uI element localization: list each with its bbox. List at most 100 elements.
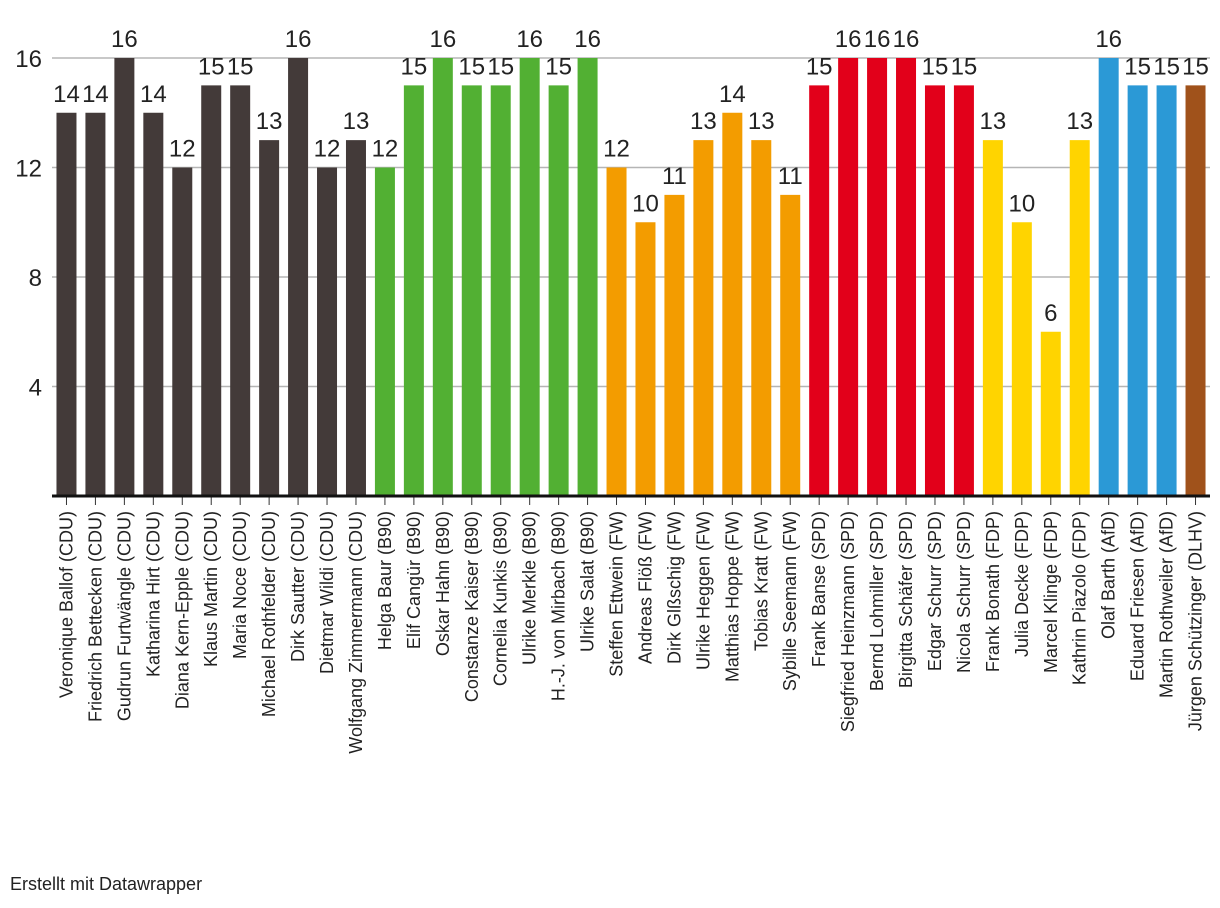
value-label: 16 [516, 26, 543, 53]
bar [85, 112, 106, 496]
value-label: 12 [314, 136, 341, 163]
category-label: Kathrin Piazolo (FDP) [1070, 511, 1090, 685]
bar [664, 194, 685, 496]
value-label: 15 [1182, 53, 1209, 80]
bar [172, 167, 193, 496]
value-label: 15 [401, 53, 428, 80]
category-label: Klaus Martin (CDU) [201, 511, 221, 667]
category-label: Andreas Flöß (FW) [635, 511, 655, 664]
bar [345, 140, 366, 496]
bar [635, 222, 656, 496]
value-label: 16 [1095, 26, 1122, 53]
category-label: Frank Bonath (FDP) [983, 511, 1003, 672]
value-label: 12 [603, 136, 630, 163]
bar [838, 58, 859, 496]
value-label: 11 [662, 163, 687, 190]
bar [1011, 222, 1032, 496]
bar [1127, 85, 1148, 496]
category-label: Elif Cangür (B90) [404, 511, 424, 649]
value-label: 16 [429, 26, 456, 53]
value-label: 13 [748, 108, 775, 135]
category-label: Steffen Ettwein (FW) [607, 511, 627, 677]
category-label: Dirk Sautter (CDU) [288, 511, 308, 662]
bar [374, 167, 395, 496]
category-label: Veronique Ballof (CDU) [56, 511, 76, 698]
category-label: Ulrike Merkle (B90) [520, 511, 540, 665]
category-label: Sybille Seemann (FW) [780, 511, 800, 691]
bar [953, 85, 974, 496]
value-label: 15 [1153, 53, 1180, 80]
y-tick-label: 12 [15, 156, 42, 183]
bar [867, 58, 888, 496]
bar [780, 194, 801, 496]
category-label: Nicola Schurr (SPD) [954, 511, 974, 673]
bar [693, 140, 714, 496]
value-label: 15 [806, 53, 833, 80]
category-label: Ulrike Heggen (FW) [693, 511, 713, 670]
bar [1040, 331, 1061, 496]
category-label: Edgar Schurr (SPD) [925, 511, 945, 671]
category-label: Siegfried Heinzmann (SPD) [838, 511, 858, 732]
value-label: 10 [632, 190, 659, 217]
value-label: 13 [256, 108, 283, 135]
value-label: 15 [545, 53, 572, 80]
value-label: 15 [487, 53, 514, 80]
bar [143, 112, 164, 496]
category-label: Gudrun Furtwängle (CDU) [114, 511, 134, 721]
bar [924, 85, 945, 496]
value-label: 11 [778, 163, 803, 190]
footer-credit: Erstellt mit Datawrapper [10, 874, 203, 894]
category-label: Tobias Kratt (FW) [751, 511, 771, 651]
bar [1069, 140, 1090, 496]
value-label: 15 [198, 53, 225, 80]
value-label: 16 [893, 26, 920, 53]
value-label: 16 [864, 26, 891, 53]
category-label: Martin Rothweiler (AfD) [1157, 511, 1177, 698]
value-label: 15 [227, 53, 254, 80]
bar [461, 85, 482, 496]
category-label: Wolfgang Zimmermann (CDU) [346, 511, 366, 754]
category-label: Cornelia Kunkis (B90) [491, 511, 511, 686]
category-label: Friedrich Bettecken (CDU) [85, 511, 105, 722]
category-label: Jürgen Schützinger (DLHV) [1186, 511, 1206, 731]
category-label: Diana Kern-Epple (CDU) [172, 511, 192, 709]
value-label: 14 [82, 81, 109, 108]
category-label: Dirk Glßschig (FW) [664, 511, 684, 664]
category-label: Birgitta Schäfer (SPD) [896, 511, 916, 688]
bar [114, 58, 135, 496]
value-label: 10 [1008, 190, 1035, 217]
category-label: Ulrike Salat (B90) [578, 511, 598, 652]
bar [1098, 58, 1119, 496]
value-label: 14 [140, 81, 167, 108]
value-label: 16 [285, 26, 312, 53]
category-label: Frank Banse (SPD) [809, 511, 829, 667]
value-label: 13 [980, 108, 1007, 135]
bar [548, 85, 569, 496]
value-label: 16 [835, 26, 862, 53]
bar [490, 85, 511, 496]
value-label: 12 [169, 136, 196, 163]
bar [896, 58, 917, 496]
bar [982, 140, 1003, 496]
bar [606, 167, 627, 496]
bar [722, 112, 743, 496]
category-label: Bernd Lohmiller (SPD) [867, 511, 887, 691]
value-label: 13 [343, 108, 370, 135]
category-label: Helga Baur (B90) [375, 511, 395, 650]
bar [519, 58, 540, 496]
category-label: Michael Rothfelder (CDU) [259, 511, 279, 717]
value-label: 15 [458, 53, 485, 80]
value-label: 15 [951, 53, 978, 80]
bar [1185, 85, 1206, 496]
category-label: Oskar Hahn (B90) [433, 511, 453, 656]
value-label: 12 [372, 136, 399, 163]
bar [751, 140, 772, 496]
bar [432, 58, 453, 496]
bar [288, 58, 309, 496]
value-label: 13 [1066, 108, 1093, 135]
value-label: 16 [574, 26, 601, 53]
bar [230, 85, 251, 496]
bar [259, 140, 280, 496]
value-label: 14 [719, 81, 746, 108]
category-label: Constanze Kaiser (B90) [462, 511, 482, 702]
